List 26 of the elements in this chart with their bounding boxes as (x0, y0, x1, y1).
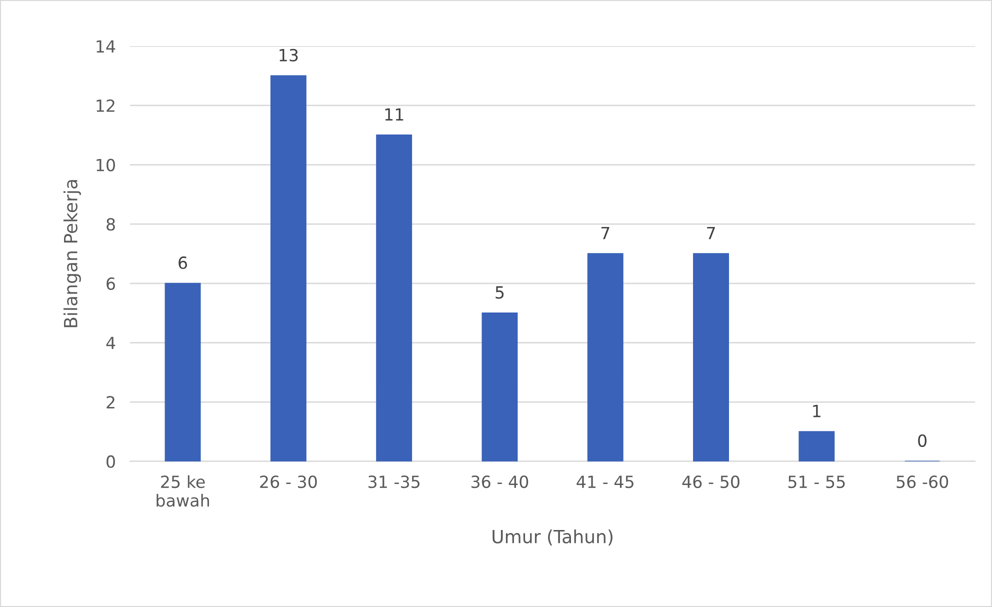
y-tick-label: 14 (96, 40, 116, 52)
x-tick-label: 41 - 45 (576, 476, 634, 488)
data-label: 7 (707, 227, 715, 240)
y-axis-title: Bilangan Pekerja (63, 180, 81, 328)
x-tick-label: 36 - 40 (471, 476, 528, 488)
y-tick-label: 8 (106, 218, 115, 231)
x-tick-label: 26 - 30 (260, 476, 317, 488)
data-label: 7 (601, 227, 610, 240)
y-tick-label: 6 (106, 277, 116, 290)
y-tick-label: 10 (96, 158, 115, 172)
x-tick-label: 51 - 55 (788, 476, 845, 488)
data-label: 5 (496, 286, 504, 299)
data-label: 13 (280, 48, 298, 62)
x-tick-label: 31 -35 (368, 476, 420, 488)
y-tick-label: 0 (106, 455, 115, 468)
x-tick-label: 56 -60 (896, 476, 948, 488)
y-tick-label: 12 (96, 99, 114, 112)
data-label: 11 (385, 108, 404, 121)
x-tick-label: 25 ke bawah (156, 475, 209, 507)
data-label: 1 (813, 404, 820, 418)
y-tick-label: 4 (106, 336, 116, 350)
x-axis-title: Umur (Tahun) (492, 529, 612, 546)
x-tick-label: 46 - 50 (682, 476, 740, 488)
data-label: 6 (178, 256, 188, 270)
data-label: 0 (918, 434, 927, 447)
y-tick-label: 2 (106, 396, 114, 408)
